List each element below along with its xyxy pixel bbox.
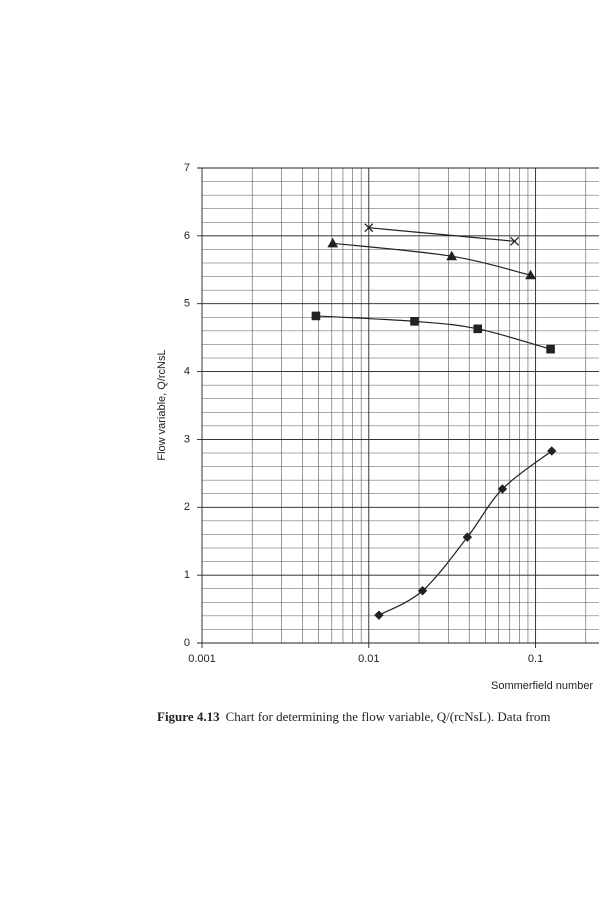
x-tick-label: 0.001	[188, 653, 216, 665]
curve	[368, 227, 515, 242]
marker	[410, 317, 419, 326]
caption-label: Figure 4.13	[157, 709, 220, 724]
caption-text: Chart for determining the flow variable,…	[226, 709, 551, 724]
curve	[332, 242, 531, 276]
y-tick-label: 0	[184, 637, 190, 649]
marker	[510, 236, 520, 246]
curve	[315, 315, 551, 350]
marker	[417, 586, 428, 596]
curve	[378, 450, 553, 616]
y-tick-label: 2	[184, 501, 190, 513]
marker	[546, 344, 555, 354]
y-axis-label: Flow variable, Q/rcNsL	[156, 349, 168, 460]
y-tick-label: 3	[184, 433, 190, 445]
y-tick-label: 6	[184, 230, 190, 242]
marker	[374, 610, 384, 620]
x-tick-label: 0.1	[528, 653, 543, 665]
x-tick-label: 0.01	[358, 653, 379, 665]
marker	[547, 446, 557, 456]
x-axis-label: Sommerfield number	[491, 680, 593, 692]
y-tick-label: 4	[184, 365, 190, 377]
marker	[473, 324, 483, 334]
y-tick-label: 1	[184, 569, 190, 581]
marker	[525, 269, 536, 280]
marker	[446, 250, 458, 261]
marker	[497, 484, 508, 494]
marker	[327, 237, 339, 248]
y-tick-label: 7	[184, 162, 190, 174]
marker	[462, 532, 473, 542]
marker	[364, 223, 374, 233]
marker	[311, 311, 321, 321]
y-tick-label: 5	[184, 298, 190, 310]
caption: Figure 4.13 Chart for determining the flo…	[157, 709, 550, 724]
